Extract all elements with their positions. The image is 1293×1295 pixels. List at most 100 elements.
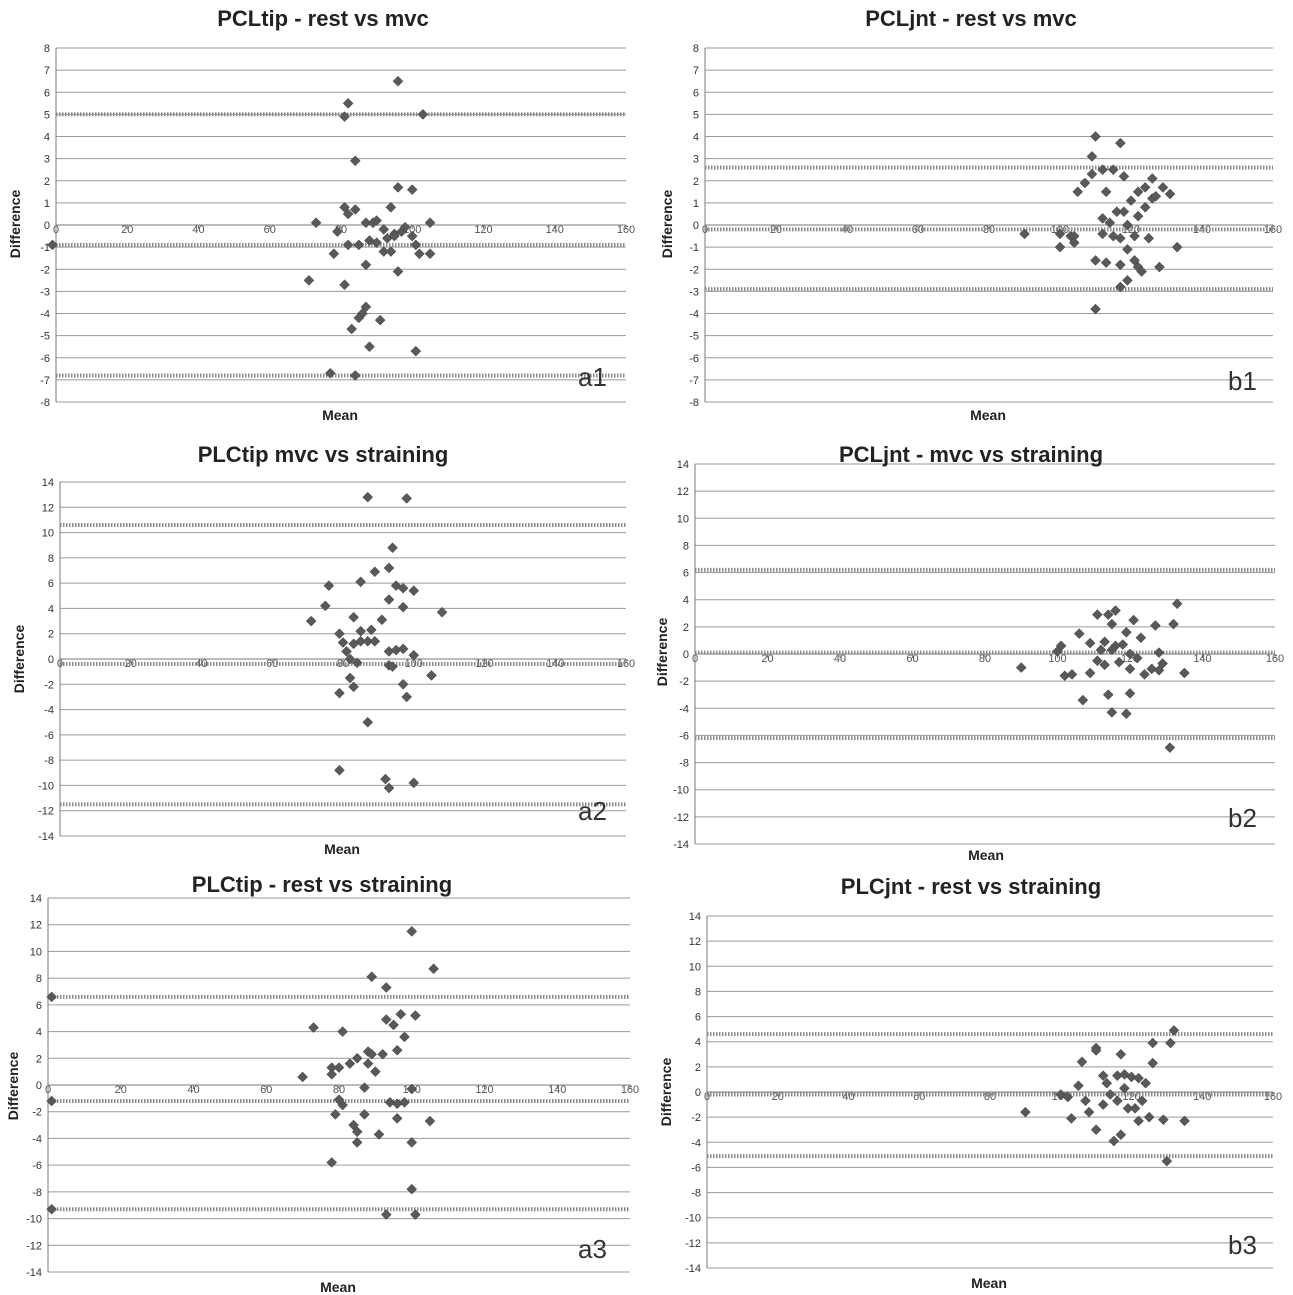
data-point — [351, 657, 363, 669]
data-point — [1157, 1114, 1169, 1126]
data-point — [371, 215, 382, 226]
y-tick-label: -14 — [685, 1263, 701, 1275]
y-axis-label: Difference — [5, 1052, 21, 1121]
y-tick-label: -10 — [673, 785, 689, 797]
data-point — [1111, 1095, 1123, 1107]
x-tick-label: 100 — [405, 658, 423, 670]
y-tick-label: 10 — [42, 528, 54, 540]
y-tick-label: -4 — [44, 705, 54, 717]
y-tick-label: 6 — [36, 1000, 42, 1012]
x-tick-label: 140 — [548, 1084, 566, 1096]
data-point — [362, 491, 374, 503]
y-tick-label: -2 — [679, 676, 689, 688]
data-point — [369, 566, 381, 578]
y-tick-label: -6 — [32, 1160, 42, 1172]
data-point — [383, 594, 395, 605]
data-point — [1066, 1113, 1077, 1124]
data-point — [1157, 658, 1168, 669]
data-point — [1090, 131, 1101, 142]
x-tick-label: 0 — [45, 1084, 51, 1096]
data-point — [417, 109, 429, 120]
data-point — [46, 991, 57, 1003]
x-tick-label: 160 — [1266, 653, 1284, 665]
data-point — [380, 982, 392, 993]
data-point — [1165, 1037, 1176, 1049]
data-point — [305, 615, 317, 627]
data-point — [392, 266, 404, 277]
y-tick-label: 8 — [693, 43, 699, 55]
y-tick-label: -2 — [40, 264, 50, 276]
y-tick-label: -10 — [38, 780, 54, 792]
data-point — [1086, 168, 1098, 180]
data-point — [1118, 170, 1130, 182]
data-point — [362, 716, 374, 728]
y-tick-label: 14 — [689, 911, 701, 923]
data-point — [1104, 1089, 1116, 1100]
x-tick-label: 20 — [772, 1091, 784, 1103]
y-tick-label: 4 — [36, 1027, 42, 1039]
x-tick-label: 120 — [475, 1084, 493, 1096]
y-tick-label: 0 — [683, 649, 689, 661]
y-tick-label: -7 — [689, 375, 699, 387]
data-point — [1143, 1111, 1155, 1123]
x-tick-label: 40 — [834, 653, 846, 665]
data-point — [365, 624, 377, 636]
data-point — [46, 1203, 57, 1215]
y-axis-label: Difference — [659, 190, 675, 259]
y-axis-label: Difference — [658, 1058, 674, 1127]
data-point — [351, 1126, 363, 1138]
x-tick-label: 40 — [192, 224, 204, 236]
data-point — [1122, 219, 1133, 231]
data-point — [326, 1068, 338, 1080]
data-point — [1146, 663, 1158, 675]
data-point — [369, 635, 381, 647]
y-tick-label: -12 — [685, 1238, 701, 1250]
y-tick-label: -12 — [26, 1240, 42, 1252]
chart-title: PCLjnt - mvc vs straining — [839, 442, 1103, 467]
x-tick-label: 20 — [770, 224, 782, 236]
x-tick-label: 160 — [617, 658, 635, 670]
data-point — [1115, 1048, 1127, 1060]
data-point — [1052, 645, 1063, 657]
y-tick-label: -14 — [26, 1267, 42, 1279]
y-tick-label: 4 — [695, 1037, 701, 1049]
data-point — [310, 217, 322, 229]
plot-area: -8-7-6-5-4-3-2-1012345678020406080100120… — [40, 43, 635, 409]
y-axis-label: Difference — [11, 625, 27, 694]
data-point — [377, 1048, 389, 1060]
data-point — [1125, 195, 1137, 207]
data-point — [1097, 1099, 1109, 1110]
x-tick-label: 0 — [53, 224, 59, 236]
x-axis-label: Mean — [970, 407, 1006, 423]
y-tick-label: 4 — [44, 132, 50, 144]
data-point — [387, 542, 398, 554]
data-point — [1107, 164, 1119, 176]
data-point — [1066, 669, 1078, 680]
data-point — [346, 323, 358, 335]
x-tick-label: 160 — [617, 224, 635, 236]
data-point — [334, 687, 345, 699]
x-tick-label: 0 — [704, 1091, 710, 1103]
x-tick-label: 60 — [906, 653, 918, 665]
y-tick-label: -10 — [685, 1213, 701, 1225]
y-tick-label: -8 — [691, 1188, 701, 1200]
x-tick-label: 0 — [692, 653, 698, 665]
x-tick-label: 140 — [1193, 1091, 1211, 1103]
data-point — [1083, 1106, 1095, 1118]
y-tick-label: -10 — [26, 1214, 42, 1226]
x-tick-label: 60 — [266, 658, 278, 670]
data-point — [1133, 1072, 1144, 1084]
data-point — [426, 670, 437, 681]
data-point — [414, 248, 425, 260]
chart-a2: -14-12-10-8-6-4-202468101214020406080100… — [11, 442, 635, 857]
data-point — [1153, 664, 1165, 676]
data-point — [1147, 1057, 1159, 1069]
data-point — [1077, 694, 1089, 706]
data-point — [399, 1097, 410, 1108]
data-point — [353, 239, 365, 251]
y-tick-label: -6 — [679, 730, 689, 742]
data-point — [428, 963, 439, 975]
y-tick-label: 0 — [36, 1080, 42, 1092]
data-point — [319, 600, 331, 612]
